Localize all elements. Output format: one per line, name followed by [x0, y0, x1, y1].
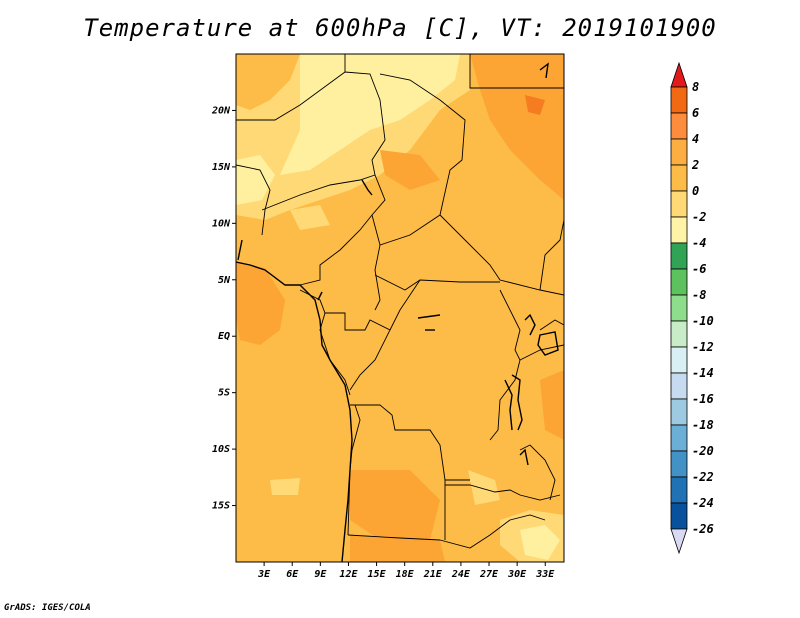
colorbar-label: 2 — [691, 158, 699, 172]
colorbar-segment — [670, 502, 688, 530]
coastlines — [236, 62, 559, 562]
lon-tick-label: 21E — [423, 569, 443, 580]
colorbar-segment — [670, 242, 688, 270]
colorbar-segment — [670, 190, 688, 218]
colorbar-label: -18 — [692, 418, 714, 432]
country-borders — [236, 54, 564, 549]
colorbar-label: 4 — [692, 132, 699, 146]
grads-credit: GrADS: IGES/COLA — [4, 603, 91, 613]
colorbar-top-arrow — [670, 61, 688, 88]
colorbar-segment — [670, 86, 688, 114]
lon-tick-label: 18E — [396, 569, 415, 580]
colorbar-label: -2 — [692, 210, 706, 224]
colorbar-segment — [670, 398, 688, 426]
colorbar-label: 8 — [692, 80, 699, 94]
lat-tick-label: 10N — [212, 218, 231, 229]
colorbar-label: -26 — [692, 522, 714, 536]
lon-tick-label: 30E — [507, 569, 527, 580]
colorbar-segment — [670, 138, 688, 166]
colorbar-label: -20 — [692, 444, 714, 458]
lat-tick-label: 5S — [218, 388, 230, 399]
colorbar-label: -14 — [692, 366, 714, 380]
map-title: Temperature at 600hPa [C], VT: 201910190… — [83, 14, 717, 42]
colorbar-segment — [670, 216, 688, 244]
lat-tick-label: EQ — [218, 331, 230, 342]
lat-tick-label: 10S — [212, 444, 230, 455]
colorbar-segment — [670, 294, 688, 322]
colorbar-label: -16 — [692, 392, 714, 406]
longitude-axis: 3E 6E 9E 12E 15E 18E 21E 24E 27E 30E 33E — [257, 562, 555, 580]
lon-tick-label: 6E — [286, 569, 299, 580]
lat-tick-label: 15S — [212, 501, 230, 512]
colorbar-label: -6 — [692, 262, 706, 276]
colorbar-segment — [670, 450, 688, 478]
colorbar-label: -12 — [692, 340, 714, 354]
lon-tick-label: 9E — [314, 569, 327, 580]
colorbar-bottom-arrow — [670, 528, 688, 555]
colorbar-segment — [670, 320, 688, 348]
colorbar: 8 6 4 2 0 -2 -4 -6 -8 -10 -12 -14 -16 -18 -20 -22 -24 -26 — [670, 61, 714, 555]
lon-tick-label: 27E — [479, 569, 499, 580]
colorbar-label: -24 — [692, 496, 714, 510]
lat-tick-label: 20N — [211, 105, 231, 116]
lon-tick-label: 24E — [451, 569, 471, 580]
lon-tick-label: 3E — [257, 569, 271, 580]
lon-tick-label: 12E — [339, 569, 358, 580]
colorbar-label: -22 — [692, 470, 714, 484]
temperature-field — [236, 54, 564, 562]
lon-tick-label: 15E — [368, 569, 387, 580]
lon-tick-label: 33E — [535, 569, 555, 580]
colorbar-segment — [670, 372, 688, 400]
colorbar-segment — [670, 476, 688, 504]
colorbar-segment — [670, 424, 688, 452]
lat-tick-label: 15N — [212, 162, 231, 173]
colorbar-segment — [670, 268, 688, 296]
colorbar-label: -4 — [692, 236, 706, 250]
plot-frame — [235, 53, 565, 563]
colorbar-segment — [670, 346, 688, 374]
colorbar-label: -10 — [692, 314, 714, 328]
colorbar-segment — [670, 112, 688, 140]
colorbar-label: 6 — [692, 106, 699, 120]
colorbar-segment — [670, 164, 688, 192]
lat-tick-label: 5N — [218, 275, 231, 286]
colorbar-label: 0 — [692, 184, 699, 198]
latitude-axis: 20N 15N 10N 5N EQ 5S 10S 15S — [211, 105, 236, 512]
colorbar-label: -8 — [692, 288, 706, 302]
